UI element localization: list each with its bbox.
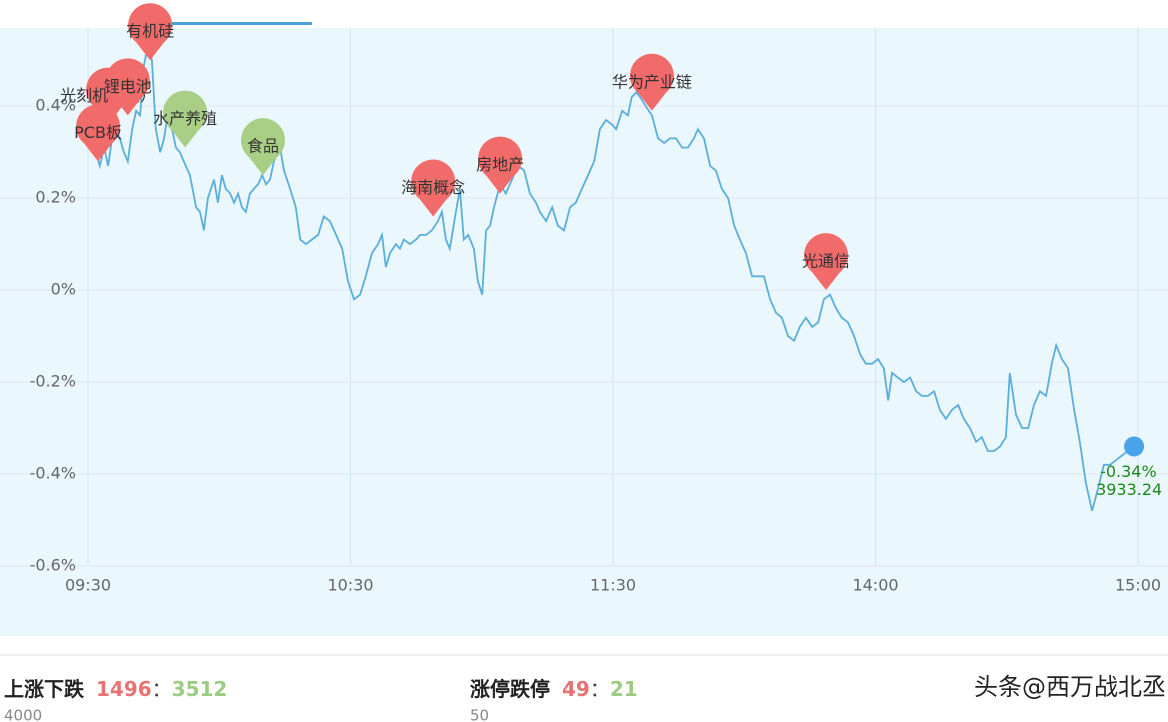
event-pin <box>411 159 456 217</box>
event-pin <box>163 90 208 148</box>
event-pin <box>105 58 150 116</box>
y-tick-label: -0.4% <box>30 464 76 483</box>
y-tick-label: 0% <box>51 280 76 299</box>
x-tick-label: 09:30 <box>65 576 111 595</box>
last-point <box>1124 436 1145 457</box>
watermark: 头条@西万战北丞 <box>974 673 1166 701</box>
stat-up: 1496 <box>96 677 152 701</box>
stat-row: 涨停跌停 49：21 <box>470 677 638 701</box>
stat-row: 上涨下跌 1496：3512 <box>4 677 227 701</box>
price-line <box>87 46 1135 512</box>
pin-label: 有机硅 <box>126 22 174 41</box>
stat-down: 3512 <box>172 677 228 701</box>
last-index: 3933.24 <box>1096 480 1162 499</box>
x-tick-label: 14:00 <box>852 576 898 595</box>
pin-label: 光通信 <box>802 252 850 271</box>
y-tick-label: -0.6% <box>30 556 76 575</box>
event-pin <box>241 118 285 176</box>
stat-label: 上涨下跌 <box>4 677 85 701</box>
stat-sep: ： <box>590 677 610 701</box>
y-tick-label: -0.2% <box>30 372 76 391</box>
x-tick-label: 11:30 <box>590 576 636 595</box>
x-tick-label: 15:00 <box>1115 576 1161 595</box>
x-tick-label: 10:30 <box>327 576 373 595</box>
event-pin <box>804 233 849 291</box>
pin-label: 水产养殖 <box>153 109 217 128</box>
plot: -0.6% -0.4% -0.2% 0% 0.2% 0.4% 09:30 10:30 11:30… <box>0 3 1168 595</box>
pin-label: 海南概念 <box>401 178 465 197</box>
stat-down: 21 <box>610 677 638 701</box>
pin-label: PCB板 <box>74 123 122 142</box>
last-change: -0.34% <box>1100 462 1157 481</box>
event-pin <box>478 136 523 194</box>
pin-label: 华为产业链 <box>612 72 692 91</box>
y-tick-label: 0.2% <box>35 188 76 207</box>
pin-label: 房地产 <box>476 155 524 174</box>
active-tab <box>168 22 312 25</box>
stat-sep: ： <box>152 677 172 701</box>
y-tick-label: 0.4% <box>35 96 76 115</box>
pin-label: 锂电池 <box>104 77 152 96</box>
pin-label: 食品 <box>247 137 279 156</box>
stat-sub: 50 <box>470 707 489 722</box>
stat-up: 49 <box>562 677 590 701</box>
event-pin <box>128 3 173 61</box>
event-pin <box>629 53 674 111</box>
stat-label: 涨停跌停 <box>470 677 550 701</box>
stat-sub: 4000 <box>4 707 42 722</box>
